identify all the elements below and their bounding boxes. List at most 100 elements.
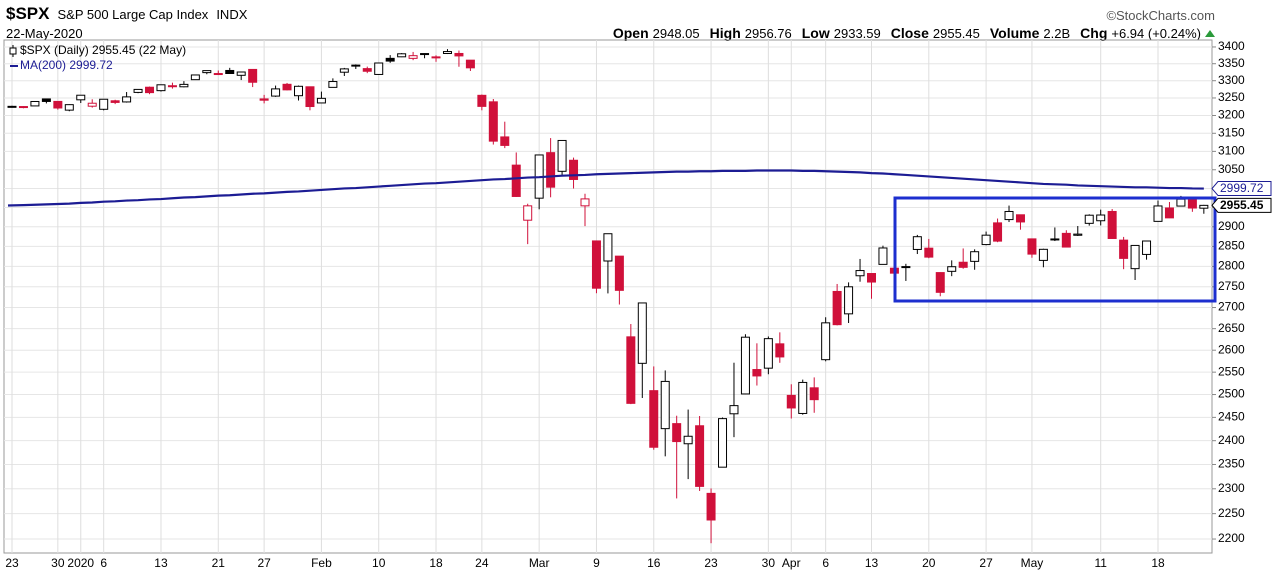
candle-body (775, 343, 785, 358)
candle-body (500, 136, 510, 146)
y-tick-label: 2650 (1218, 321, 1245, 335)
candle-body (901, 266, 911, 269)
candle-body (740, 336, 750, 395)
plot-frame (3, 39, 1213, 554)
candle-body (1107, 210, 1117, 239)
value-tag (1211, 197, 1272, 213)
legend-icon (9, 47, 17, 55)
x-tick-label: 20 (922, 556, 936, 570)
y-tick-label: 2900 (1218, 219, 1245, 233)
candle-body (912, 236, 922, 250)
candle-body (569, 159, 579, 180)
candle-body (1038, 248, 1048, 261)
value-tag (1211, 181, 1272, 197)
candle-body (339, 68, 349, 73)
candle-body (408, 55, 418, 59)
x-tick-label: 27 (979, 556, 993, 570)
candle-body (867, 273, 876, 283)
candle-body (603, 233, 613, 262)
candle-body (1187, 199, 1197, 209)
candle-body (76, 94, 86, 101)
x-tick-label: Mar (529, 556, 550, 570)
candle-body (786, 394, 796, 409)
candle-body (179, 83, 189, 88)
candle-body (465, 59, 475, 69)
candle-body (1073, 233, 1083, 236)
candle-body (99, 98, 109, 110)
stats-row: Open 2948.05 High 2956.76 Low 2933.59 Close 295… (607, 25, 1215, 41)
candle-body (122, 96, 132, 103)
x-tick-label: 10 (372, 556, 386, 570)
candle-body (385, 57, 395, 62)
x-tick-label: 6 (100, 556, 107, 570)
candle-body (924, 247, 934, 258)
x-tick-label: 2020 (67, 556, 94, 570)
x-tick-label: 13 (154, 556, 168, 570)
stat-label: Volume (989, 25, 1040, 41)
candle-body (958, 261, 968, 268)
candle-body (271, 88, 281, 97)
y-tick-label: 2500 (1218, 387, 1245, 401)
stat-value: 2.2B (1043, 26, 1071, 41)
y-tick-label: 3300 (1218, 73, 1245, 87)
highlight-box (893, 196, 1217, 303)
x-tick-label: Apr (782, 556, 801, 570)
candle-body (328, 81, 338, 88)
candle-body (294, 85, 303, 97)
x-tick-label: 30 (762, 556, 776, 570)
candle-body (1130, 244, 1140, 270)
y-tick-label: 3200 (1218, 108, 1245, 122)
candle-body (1119, 239, 1129, 259)
candle-body (1096, 214, 1106, 222)
value-tag-label: 2955.45 (1220, 198, 1264, 212)
candle-body (1176, 198, 1186, 207)
candle-body (202, 70, 212, 74)
candle-body (362, 68, 372, 72)
candle-body (397, 53, 407, 58)
y-tick-label: 2450 (1218, 410, 1245, 424)
symbol: $SPX (6, 4, 50, 23)
y-tick-label: 3100 (1218, 144, 1245, 158)
grid (4, 40, 1216, 553)
candle-body (156, 84, 166, 92)
legend-label: MA(200) 2999.72 (20, 58, 113, 72)
candle-body (993, 222, 1003, 242)
candle-body (626, 336, 636, 404)
candle-body (41, 98, 51, 102)
candle-body (511, 164, 521, 197)
candle-body (259, 98, 269, 101)
candle-body (18, 106, 28, 109)
ma-line (7, 169, 1204, 207)
candle-body (970, 251, 980, 262)
y-tick-label: 2250 (1218, 506, 1245, 520)
candle-body (236, 71, 246, 76)
y-tick-label: 3250 (1218, 90, 1245, 104)
candle-body (672, 423, 682, 443)
candle-body (935, 272, 945, 293)
y-tick-label: 2200 (1218, 531, 1245, 545)
x-tick-label: 16 (647, 556, 661, 570)
exchange: INDX (216, 7, 248, 22)
x-tick-label: Feb (311, 556, 332, 570)
candle-body (683, 435, 693, 445)
y-tick-label: 3150 (1218, 125, 1245, 139)
candle-body (64, 104, 74, 111)
stat-label: Open (612, 25, 649, 41)
date: 22-May-2020 (6, 26, 83, 41)
y-tick-label: 2850 (1218, 239, 1245, 253)
candle-body (821, 322, 831, 361)
candle-body (442, 51, 452, 54)
x-tick-label: 27 (257, 556, 271, 570)
candle-body (580, 198, 590, 207)
x-tick-label: 21 (212, 556, 226, 570)
x-tick-label: May (1021, 556, 1044, 570)
candle-body (649, 390, 659, 448)
y-tick-label: 2700 (1218, 300, 1245, 314)
overlay: 2200 2250 2300 2350 2400 2450 2500 2550 2600 2650… (5, 39, 1272, 570)
candle-body (190, 74, 200, 81)
candle-body (53, 100, 63, 109)
candle-body (477, 94, 487, 107)
candle-body (1061, 232, 1071, 248)
